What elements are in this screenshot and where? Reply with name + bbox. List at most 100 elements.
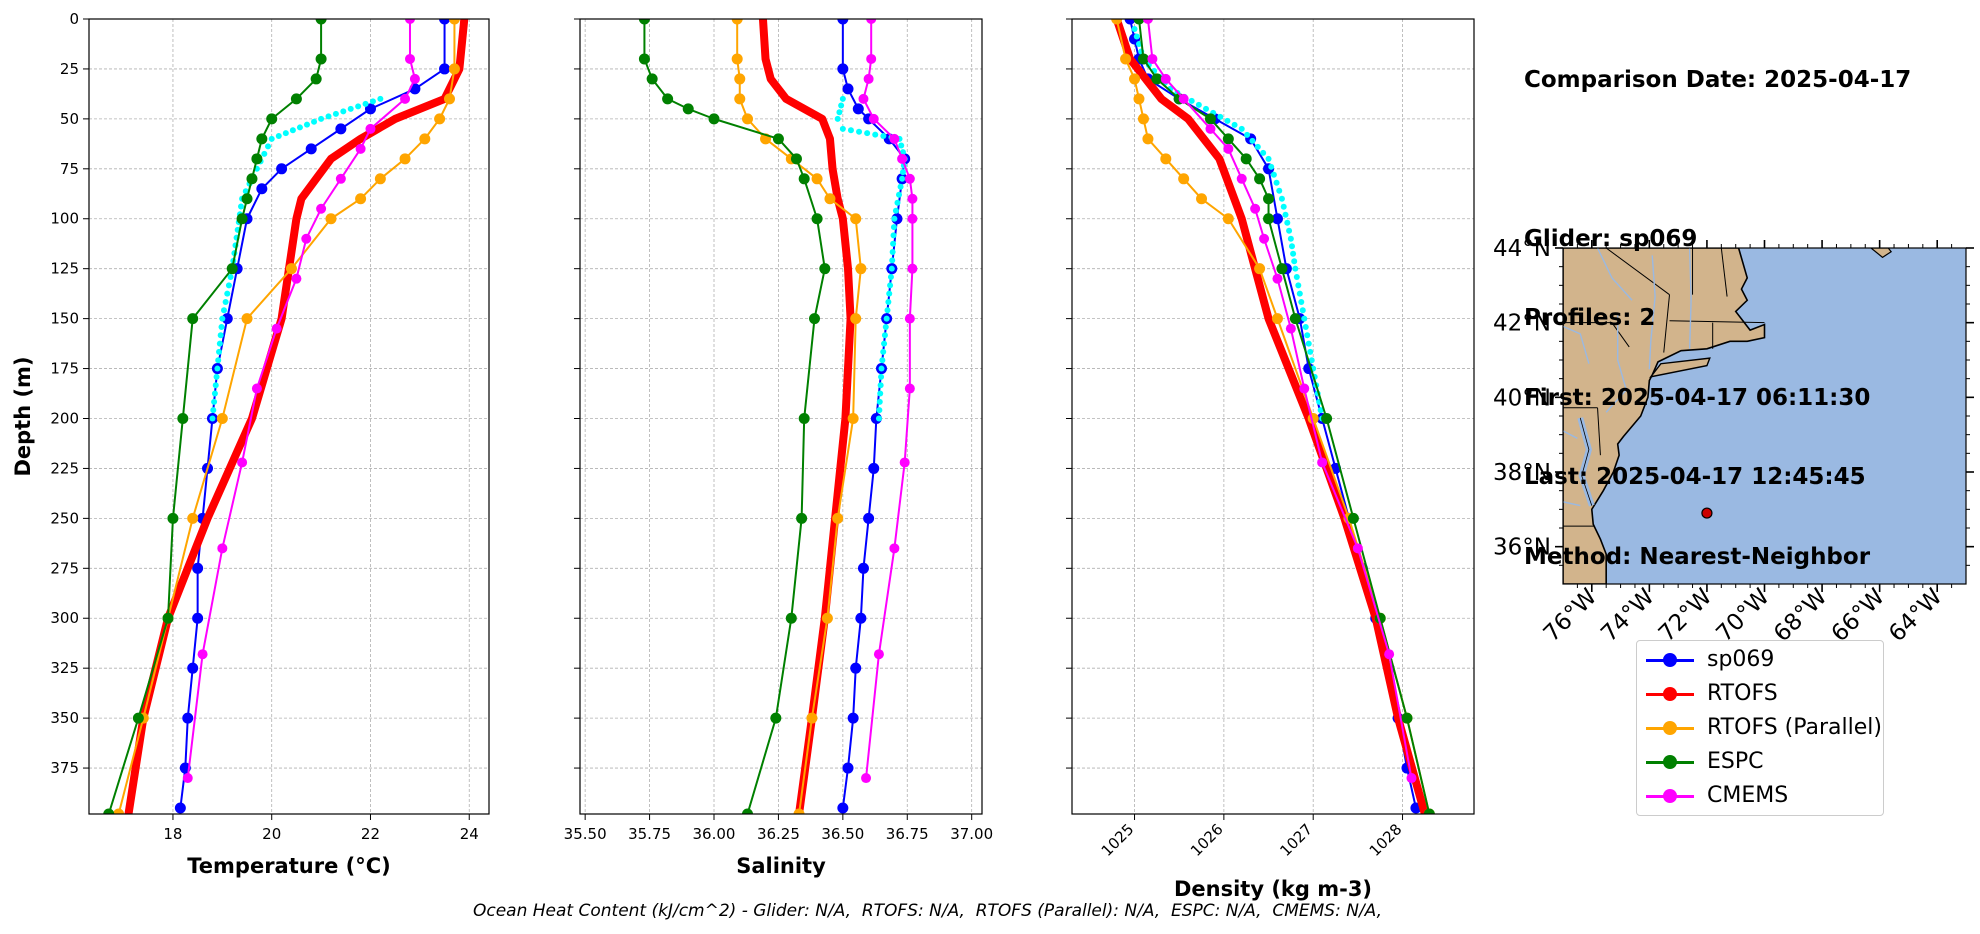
river [1563, 430, 1578, 440]
series-point [266, 113, 278, 125]
series-point [1254, 173, 1266, 185]
series-point [1304, 332, 1311, 339]
series-point [177, 412, 189, 424]
series-point [290, 93, 302, 105]
series-point [1196, 193, 1208, 205]
series-point [291, 273, 302, 284]
series-point [1302, 323, 1309, 330]
series-point [216, 348, 223, 355]
series-point [811, 213, 823, 225]
series-point [325, 113, 332, 120]
legend-item-rtofs: RTOFS [1637, 678, 1883, 712]
series-point [855, 612, 867, 624]
series-point [836, 109, 843, 116]
series-point [894, 199, 901, 206]
series-point [868, 462, 880, 474]
x-tick-label: 24 [460, 825, 479, 843]
series-point [884, 307, 891, 314]
series-point [282, 130, 289, 137]
y-axis-label: Depth (m) [11, 356, 35, 476]
series-point [221, 313, 233, 325]
salinity-panel: 35.50 35.75 36.00 36.25 36.50 36.75 37.00 Salin… [564, 18, 993, 878]
series-line [862, 19, 914, 780]
series-point [887, 274, 894, 281]
series-line [117, 19, 456, 814]
map-body [1563, 248, 1966, 584]
series-point [1317, 457, 1328, 468]
series-point [335, 123, 347, 135]
series-point [174, 802, 186, 814]
series-point [885, 298, 892, 305]
series-point [220, 307, 227, 314]
series-point [889, 249, 896, 256]
series-point [251, 383, 262, 394]
series-point [187, 512, 199, 524]
series-point [798, 173, 810, 185]
series-point [1295, 282, 1302, 289]
series-point [1278, 195, 1285, 202]
series-point [1291, 258, 1298, 265]
y-tick-label: 0 [69, 10, 79, 28]
series-point [1178, 173, 1190, 185]
series-point [213, 373, 220, 380]
series-point [899, 149, 906, 156]
series-point [863, 73, 874, 84]
series-point [891, 215, 898, 222]
x-tick-label: 36.00 [693, 825, 736, 843]
series-point [1204, 113, 1216, 125]
x-axis-label: Salinity [736, 854, 826, 878]
legend-item-cmems: CMEMS [1637, 780, 1883, 814]
series-point [218, 323, 225, 330]
series-point [318, 115, 325, 122]
x-tick-label: 1027 [1276, 820, 1316, 860]
series-point [839, 125, 846, 132]
series-point [310, 73, 322, 85]
series-point [347, 105, 354, 112]
series-point [638, 19, 650, 25]
series-point [215, 357, 222, 364]
series-point [1254, 143, 1261, 150]
glider-name: Glider: sp069 [1524, 225, 1698, 252]
series-point [443, 93, 455, 105]
series-point [806, 712, 818, 724]
series-point [838, 102, 845, 109]
series-point [1249, 137, 1256, 144]
axes-frame [88, 18, 490, 815]
series-point [1276, 187, 1283, 194]
series-point [824, 193, 836, 205]
series-point [904, 313, 915, 324]
series-line [1115, 19, 1431, 814]
series-point [863, 512, 875, 524]
series-point [864, 130, 871, 137]
series-point [682, 103, 694, 115]
series-point [216, 412, 228, 424]
series-point [1347, 512, 1359, 524]
state-border [1597, 407, 1601, 456]
series-point [1272, 273, 1283, 284]
series-point [315, 19, 327, 25]
series-point [197, 649, 208, 660]
series-point [305, 143, 317, 155]
series-point [899, 457, 910, 468]
series-point [772, 133, 784, 145]
x-tick-label: 36.75 [886, 825, 929, 843]
series-point [241, 313, 253, 325]
series-point [855, 263, 867, 275]
river [1605, 315, 1628, 413]
long-island [1649, 357, 1711, 378]
series-point [132, 712, 144, 724]
series-point [1268, 163, 1275, 170]
series-point [1120, 53, 1132, 65]
series-point [275, 132, 282, 139]
series-point [241, 193, 253, 205]
series-point [268, 135, 275, 142]
series-point [276, 163, 288, 175]
series-point [852, 103, 864, 115]
y-tick-label: 275 [50, 559, 79, 577]
river [1563, 501, 1581, 507]
series-point [1284, 219, 1291, 226]
series-point [842, 83, 854, 95]
series-point [355, 143, 366, 154]
series-point [1263, 213, 1275, 225]
series-point [1133, 33, 1140, 40]
